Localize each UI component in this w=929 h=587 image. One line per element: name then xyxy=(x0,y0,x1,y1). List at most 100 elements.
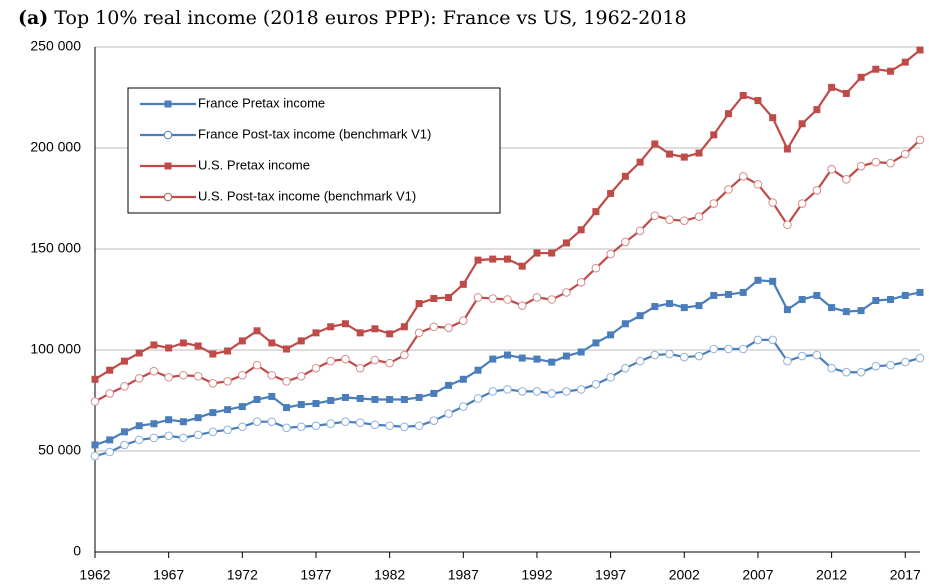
marker xyxy=(754,276,762,284)
marker xyxy=(842,89,850,97)
marker xyxy=(120,382,129,391)
marker xyxy=(916,288,924,296)
x-tick-label: 1972 xyxy=(227,567,258,583)
marker xyxy=(768,335,777,345)
marker xyxy=(282,377,291,386)
marker xyxy=(503,385,512,394)
marker xyxy=(548,249,556,257)
x-tick-label: 1992 xyxy=(521,567,552,583)
marker xyxy=(842,175,851,184)
marker xyxy=(606,249,615,259)
series-line xyxy=(94,279,921,446)
marker xyxy=(430,294,438,302)
marker xyxy=(724,290,732,298)
marker xyxy=(120,440,129,450)
marker xyxy=(267,417,277,427)
marker xyxy=(386,395,394,403)
marker xyxy=(635,226,645,236)
marker xyxy=(253,395,261,403)
marker xyxy=(812,186,822,195)
marker xyxy=(341,320,349,328)
marker xyxy=(739,288,747,296)
title-text: Top 10% real income (2018 euros PPP): Fr… xyxy=(54,7,686,29)
marker xyxy=(504,351,511,359)
marker xyxy=(547,295,556,304)
marker xyxy=(695,149,703,157)
marker xyxy=(474,256,482,264)
marker xyxy=(857,307,865,315)
marker xyxy=(459,375,467,383)
marker xyxy=(297,401,305,409)
marker xyxy=(709,199,719,208)
marker xyxy=(267,370,277,380)
marker xyxy=(489,255,497,263)
marker xyxy=(872,65,880,73)
marker xyxy=(900,357,910,367)
marker xyxy=(385,421,394,431)
marker xyxy=(577,348,585,356)
marker xyxy=(562,288,571,297)
marker xyxy=(179,418,187,426)
marker xyxy=(327,397,335,404)
marker xyxy=(193,430,203,440)
marker xyxy=(709,344,719,354)
marker xyxy=(916,46,924,54)
marker xyxy=(562,387,571,396)
marker xyxy=(371,395,379,403)
marker xyxy=(400,395,408,403)
marker xyxy=(459,280,467,288)
title-prefix: (a) xyxy=(18,7,48,29)
marker xyxy=(326,356,336,366)
marker xyxy=(533,249,541,257)
marker xyxy=(356,394,364,402)
marker xyxy=(341,393,349,401)
marker xyxy=(106,436,114,444)
x-tick-label: 1997 xyxy=(595,567,626,583)
marker xyxy=(783,356,792,366)
marker xyxy=(533,355,541,363)
marker xyxy=(90,397,100,406)
marker xyxy=(738,344,748,354)
marker xyxy=(179,370,188,380)
legend-label: France Post-tax income (benchmark V1) xyxy=(198,126,431,141)
legend-marker xyxy=(164,100,172,108)
marker xyxy=(488,294,498,303)
marker xyxy=(666,300,674,308)
marker xyxy=(445,293,453,301)
marker xyxy=(532,293,542,302)
marker xyxy=(724,110,732,118)
marker xyxy=(680,304,688,312)
marker xyxy=(607,189,615,197)
marker xyxy=(91,375,99,383)
marker xyxy=(106,366,114,374)
marker xyxy=(783,306,791,314)
marker xyxy=(517,301,527,310)
marker xyxy=(164,431,173,441)
marker xyxy=(872,297,880,305)
x-tick-label: 1987 xyxy=(448,567,479,583)
marker xyxy=(238,422,247,432)
marker xyxy=(871,361,881,371)
marker xyxy=(576,278,586,287)
marker xyxy=(429,416,439,426)
marker xyxy=(341,354,350,364)
marker xyxy=(371,325,379,333)
marker xyxy=(223,425,232,435)
marker xyxy=(666,150,674,158)
legend-marker xyxy=(164,162,172,170)
marker xyxy=(797,199,807,208)
y-tick-label: 200 000 xyxy=(30,139,81,155)
marker xyxy=(753,335,763,345)
marker xyxy=(134,373,144,383)
marker xyxy=(901,291,909,299)
marker xyxy=(769,277,777,285)
marker xyxy=(193,371,203,381)
marker xyxy=(312,329,320,337)
marker xyxy=(356,329,364,337)
marker xyxy=(842,367,851,377)
x-tick-label: 2002 xyxy=(669,567,700,583)
marker xyxy=(680,153,688,161)
marker xyxy=(679,216,689,226)
marker xyxy=(296,422,306,432)
